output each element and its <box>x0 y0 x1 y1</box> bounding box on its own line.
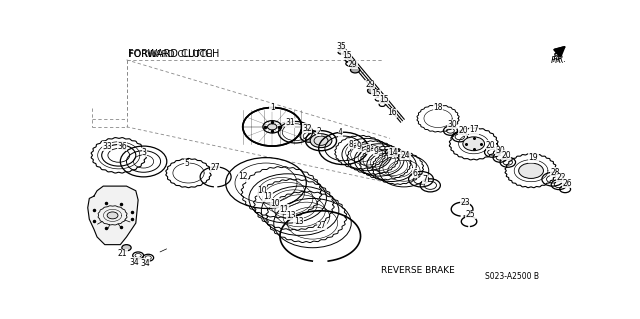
Text: 34: 34 <box>140 259 150 268</box>
Text: 34: 34 <box>129 258 139 267</box>
Text: 8: 8 <box>349 140 354 149</box>
Text: 20: 20 <box>501 151 511 160</box>
Text: 15: 15 <box>371 89 381 98</box>
Text: REVERSE BRAKE: REVERSE BRAKE <box>381 266 454 275</box>
Text: 30: 30 <box>495 146 505 155</box>
Text: 32: 32 <box>302 124 312 133</box>
Text: 19: 19 <box>529 153 538 162</box>
Text: 21: 21 <box>118 249 127 258</box>
Ellipse shape <box>268 124 277 130</box>
Text: FR.: FR. <box>552 55 567 64</box>
Text: 14: 14 <box>388 148 398 157</box>
Ellipse shape <box>367 87 377 94</box>
Ellipse shape <box>338 50 344 54</box>
Text: 16: 16 <box>387 108 396 117</box>
Text: 13: 13 <box>294 217 303 226</box>
Text: 35: 35 <box>336 42 346 51</box>
Text: 3: 3 <box>142 148 147 157</box>
Text: 20: 20 <box>486 141 495 150</box>
Text: 23: 23 <box>460 198 470 207</box>
Text: FR.: FR. <box>551 56 565 65</box>
Text: 28: 28 <box>550 168 560 177</box>
Text: FORWARD CLUTCH: FORWARD CLUTCH <box>128 49 220 59</box>
Text: 2: 2 <box>316 127 321 136</box>
Text: 20: 20 <box>458 126 468 135</box>
Ellipse shape <box>518 163 543 178</box>
Text: 26: 26 <box>563 179 572 188</box>
Text: 29: 29 <box>348 60 358 69</box>
Text: 27: 27 <box>317 221 326 230</box>
Text: 1: 1 <box>270 103 275 112</box>
Text: 13: 13 <box>286 211 296 220</box>
Text: 6: 6 <box>412 168 417 178</box>
Text: 15: 15 <box>342 51 351 60</box>
Text: 24: 24 <box>401 151 410 160</box>
Polygon shape <box>88 186 138 245</box>
Text: S023-A2500 B: S023-A2500 B <box>485 272 540 281</box>
Text: 11: 11 <box>263 192 272 201</box>
Text: FORWARD CLUTCH: FORWARD CLUTCH <box>129 50 212 59</box>
Text: 8: 8 <box>366 145 371 154</box>
Text: 10: 10 <box>257 186 267 195</box>
Text: 17: 17 <box>469 125 479 134</box>
Ellipse shape <box>122 245 131 251</box>
Text: 31: 31 <box>285 118 295 128</box>
Text: 27: 27 <box>210 163 220 172</box>
Text: 22: 22 <box>557 173 566 182</box>
Text: 25: 25 <box>466 210 476 219</box>
Ellipse shape <box>463 137 484 151</box>
Text: 36: 36 <box>117 142 127 151</box>
Text: 9: 9 <box>374 147 378 156</box>
Ellipse shape <box>351 67 360 73</box>
Text: 5: 5 <box>184 159 189 168</box>
Text: 33: 33 <box>102 142 112 151</box>
Ellipse shape <box>310 134 332 148</box>
Text: 9: 9 <box>356 142 362 151</box>
Ellipse shape <box>107 212 118 219</box>
Text: 29: 29 <box>365 80 374 89</box>
Text: 10: 10 <box>271 198 280 208</box>
Text: 15: 15 <box>379 95 388 104</box>
Text: 30: 30 <box>447 120 457 129</box>
Text: 4: 4 <box>338 128 343 137</box>
Text: 11: 11 <box>279 205 289 214</box>
Text: 7: 7 <box>422 175 428 184</box>
Text: 12: 12 <box>238 172 248 182</box>
Text: 18: 18 <box>433 103 443 112</box>
